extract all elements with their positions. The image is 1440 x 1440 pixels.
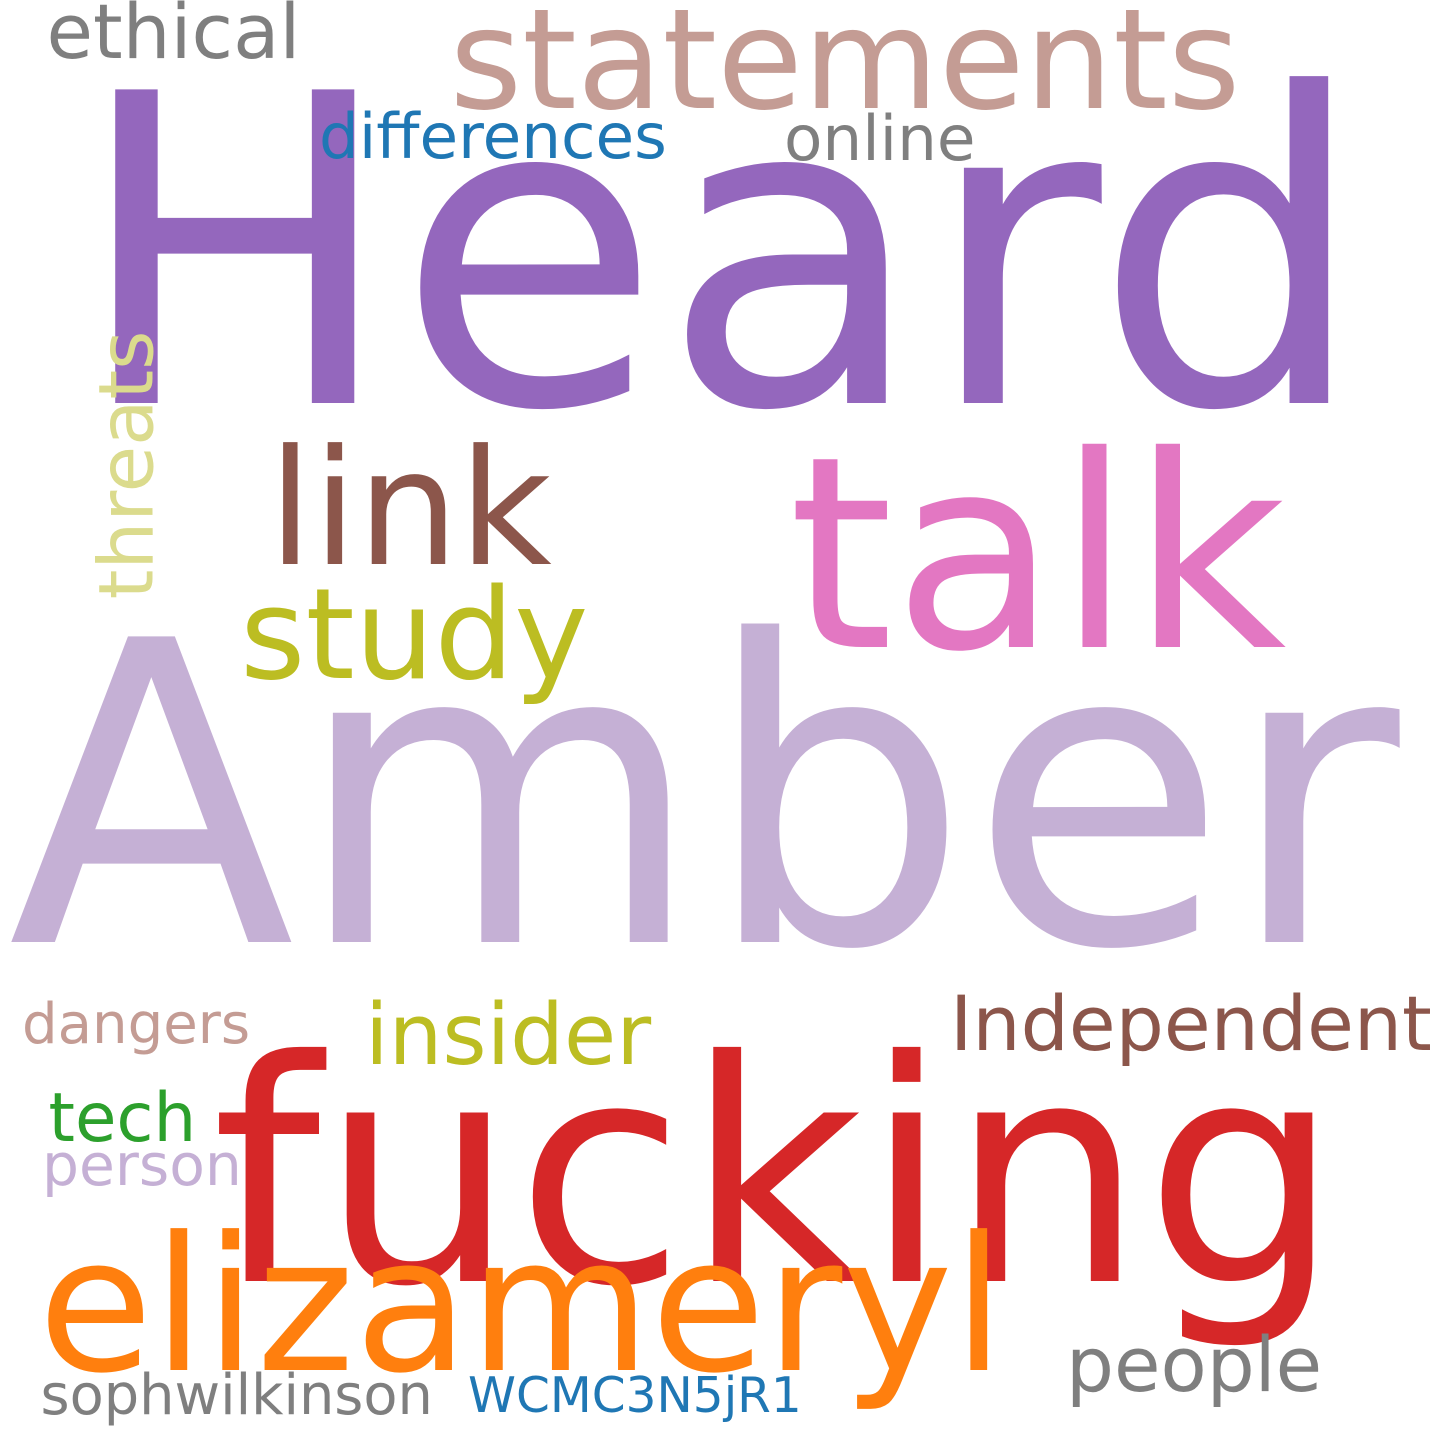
word-differences: differences [319, 99, 667, 173]
word-independent: Independent [950, 979, 1432, 1068]
word-threats: threats [0, 331, 262, 600]
word-threats-text: threats [82, 330, 171, 600]
word-online: online [784, 101, 976, 175]
word-talk: talk [788, 399, 1287, 711]
word-tech: tech [48, 1077, 197, 1157]
word-dangers: dangers [22, 992, 251, 1057]
word-insider: insider [365, 986, 652, 1085]
word-study: study [240, 561, 589, 708]
word-amber: Amber [8, 553, 1400, 1041]
word-fucking: fucking [212, 995, 1341, 1354]
word-ethical: ethical [46, 0, 301, 76]
word-person: person [42, 1131, 242, 1199]
word-elizameryl: elizameryl [38, 1198, 1005, 1415]
word-sophwilkinson: sophwilkinson [40, 1363, 433, 1428]
word-wcmc: WCMC3N5jR1 [468, 1368, 802, 1424]
word-people: people [1066, 1320, 1323, 1409]
word-link: link [268, 415, 552, 602]
word-heard: Heard [73, 5, 1368, 505]
word-statements: statements [449, 0, 1241, 141]
